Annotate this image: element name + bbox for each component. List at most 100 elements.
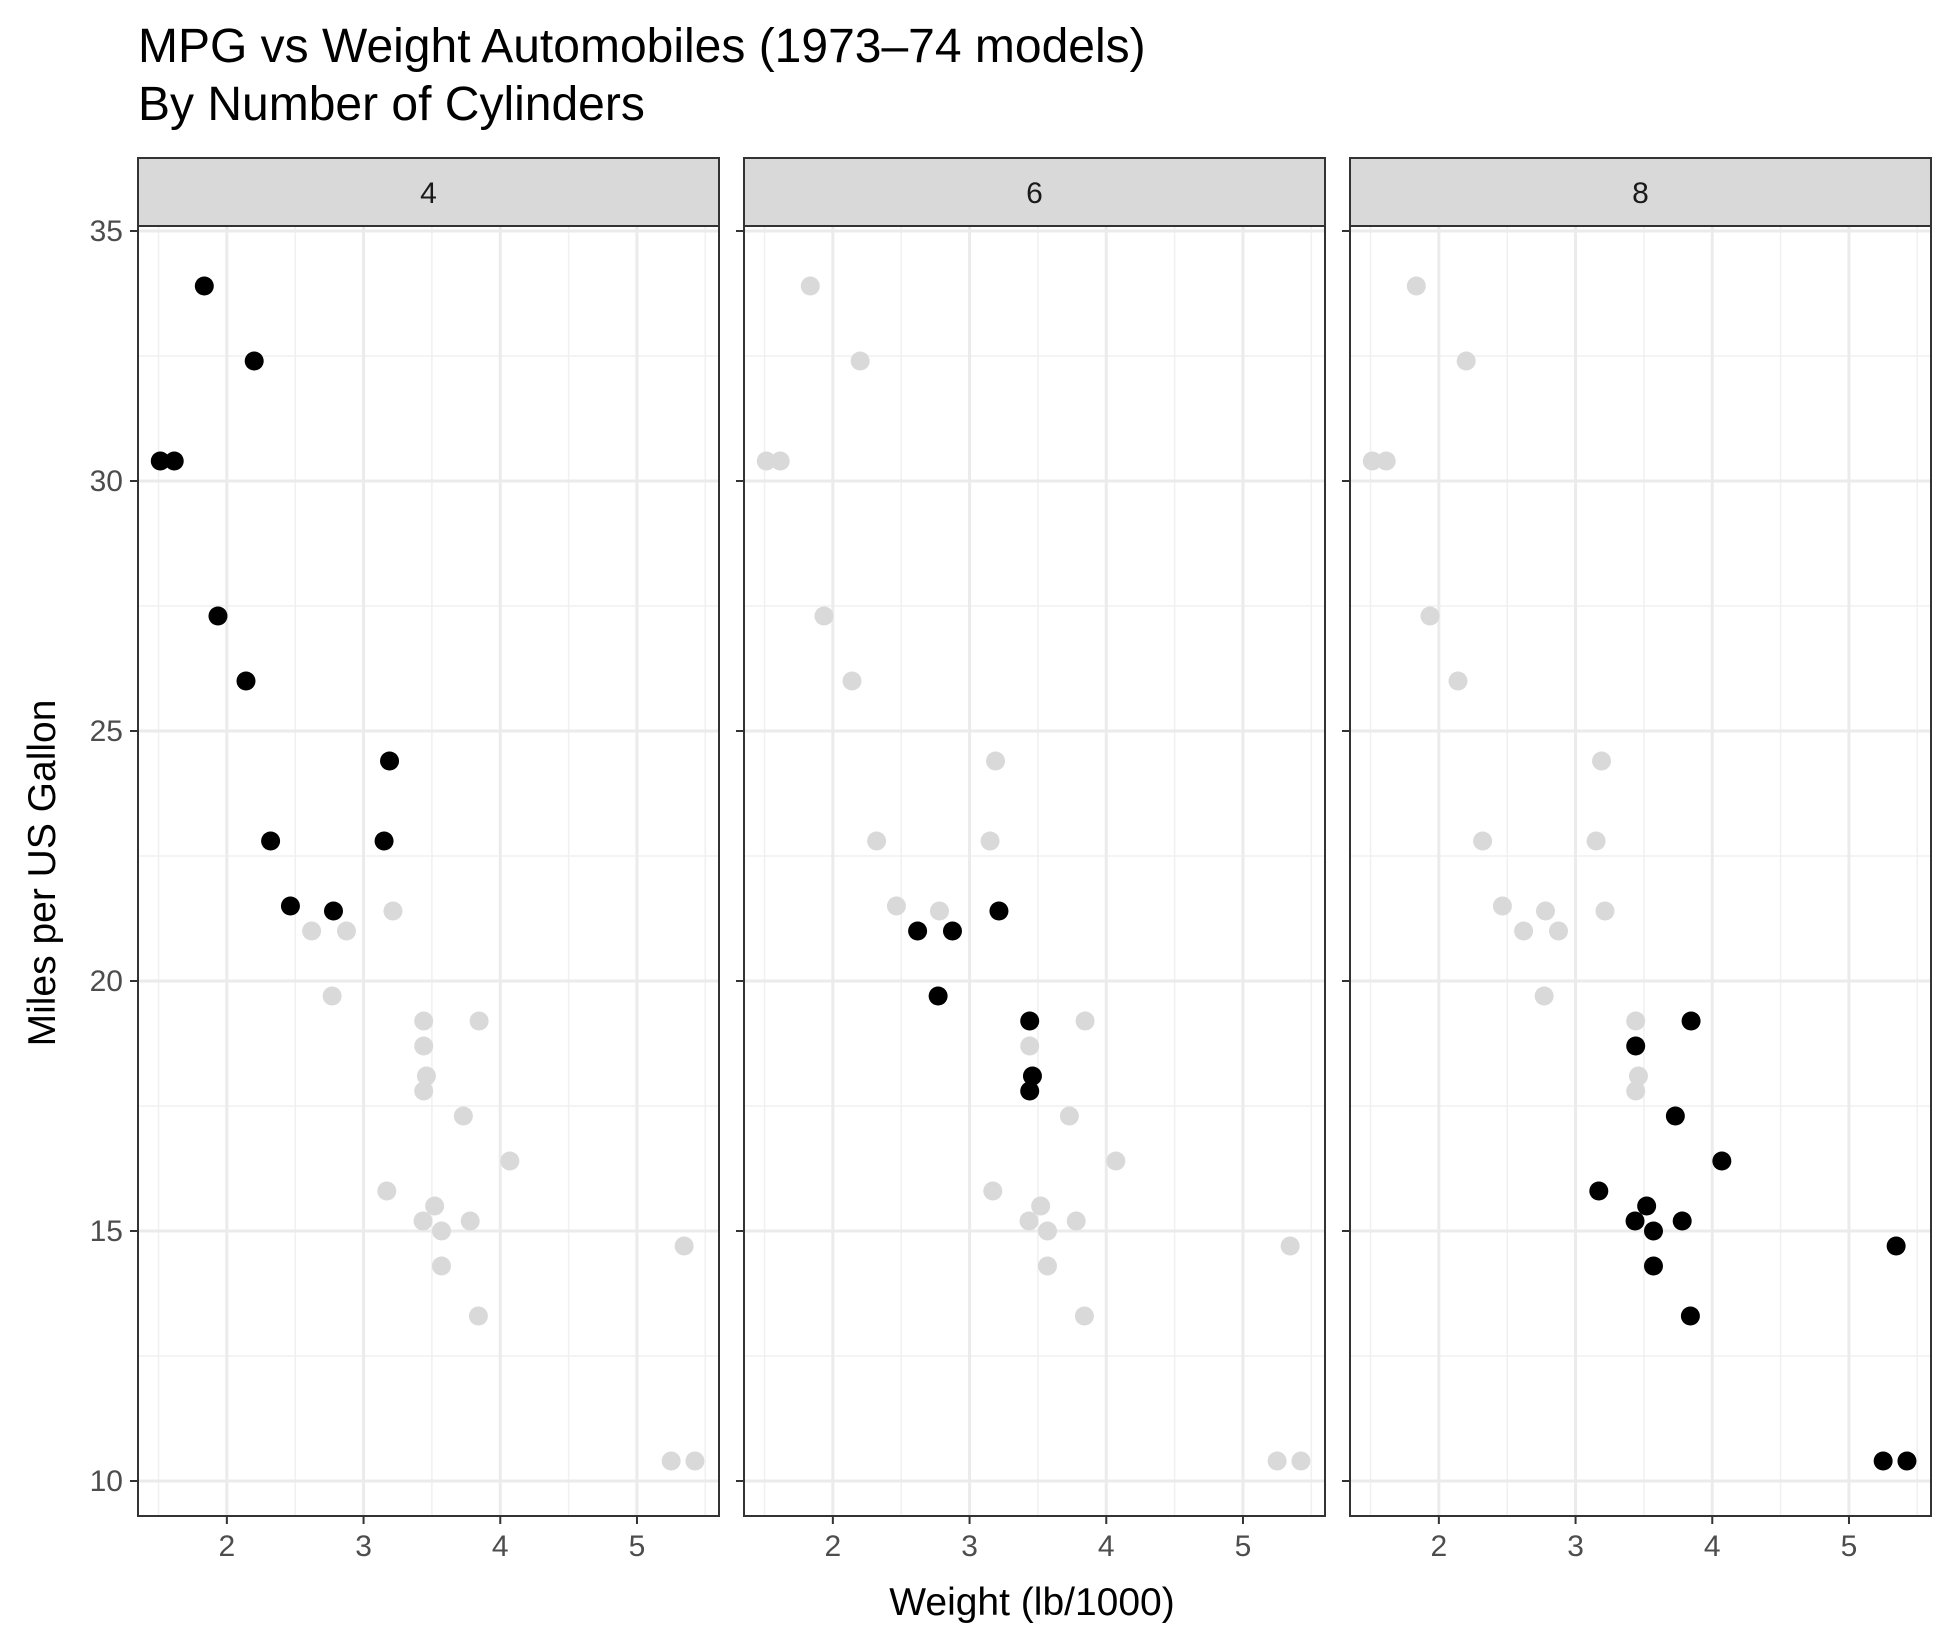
background-point [770, 451, 790, 471]
highlight-point [1680, 1306, 1700, 1326]
highlight-point [1022, 1066, 1042, 1086]
background-point [980, 831, 1000, 851]
highlight-point [380, 751, 400, 771]
background-point [986, 751, 1006, 771]
background-point [453, 1106, 473, 1126]
chart-subtitle: By Number of Cylinders [138, 78, 645, 131]
highlight-point [1643, 1221, 1663, 1241]
background-point [1492, 896, 1512, 916]
background-point [1280, 1236, 1300, 1256]
y-axis-title: Miles per US Gallon [21, 700, 64, 1047]
highlight-point [1672, 1211, 1692, 1231]
x-tick-label: 3 [1567, 1530, 1584, 1563]
highlight-point [164, 451, 184, 471]
background-point [1406, 276, 1426, 296]
background-point [1586, 831, 1606, 851]
highlight-point [1681, 1011, 1701, 1031]
highlight-point [942, 921, 962, 941]
panel-background [1350, 226, 1931, 1516]
background-point [842, 671, 862, 691]
chart-title: MPG vs Weight Automobiles (1973–74 model… [138, 20, 1146, 73]
facet-strip-label: 8 [1632, 177, 1649, 210]
background-point [1362, 451, 1382, 471]
x-tick-label: 5 [1841, 1530, 1858, 1563]
highlight-point [1643, 1256, 1663, 1276]
highlight-point [908, 921, 928, 941]
background-point [425, 1196, 445, 1216]
facet-panel-6: 6 2 3 4 5 [736, 157, 1326, 1563]
highlight-point [194, 276, 214, 296]
background-point [1066, 1211, 1086, 1231]
panel-background [744, 226, 1325, 1516]
x-tick-label: 2 [219, 1530, 236, 1563]
x-tick-label: 2 [1431, 1530, 1448, 1563]
x-tick-label: 2 [825, 1530, 842, 1563]
facet-strip [743, 157, 1326, 227]
background-point [814, 606, 834, 626]
facet-panel-8: 8 2 3 4 5 [1342, 157, 1932, 1563]
x-tick-label: 4 [1704, 1530, 1721, 1563]
background-point [500, 1151, 520, 1171]
background-point [414, 1011, 434, 1031]
highlight-point [1637, 1196, 1657, 1216]
background-point [1037, 1256, 1057, 1276]
y-tick-label: 30 [90, 465, 123, 498]
highlight-point [1712, 1151, 1732, 1171]
highlight-point [323, 901, 343, 921]
background-point [1456, 351, 1476, 371]
highlight-point [280, 896, 300, 916]
y-tick-label: 20 [90, 965, 123, 998]
background-point [674, 1236, 694, 1256]
background-point [460, 1211, 480, 1231]
background-point [1037, 1221, 1057, 1241]
background-point [1059, 1106, 1079, 1126]
background-point [850, 351, 870, 371]
facet-strip-label: 6 [1026, 177, 1043, 210]
y-tick-label: 15 [90, 1215, 123, 1248]
background-point [867, 831, 887, 851]
highlight-point [208, 606, 228, 626]
background-point [1626, 1081, 1646, 1101]
background-point [469, 1011, 489, 1031]
highlight-point [1886, 1236, 1906, 1256]
facet-strip [1349, 157, 1932, 227]
x-tick-label: 5 [1235, 1530, 1252, 1563]
highlight-point [1625, 1211, 1645, 1231]
background-point [1592, 751, 1612, 771]
highlight-point [261, 831, 281, 851]
background-point [414, 1036, 434, 1056]
y-tick-label: 10 [90, 1465, 123, 1498]
background-point [886, 896, 906, 916]
highlight-point [928, 986, 948, 1006]
y-tick-label: 35 [90, 215, 123, 248]
background-point [1106, 1151, 1126, 1171]
y-tick-label: 25 [90, 715, 123, 748]
background-point [1473, 831, 1493, 851]
background-point [1595, 901, 1615, 921]
highlight-point [244, 351, 264, 371]
facet-strip [137, 157, 720, 227]
x-axis-title: Weight (lb/1000) [889, 1581, 1174, 1624]
highlight-point [1020, 1081, 1040, 1101]
background-point [1291, 1451, 1311, 1471]
background-point [661, 1451, 681, 1471]
background-point [800, 276, 820, 296]
facet-panel-4: 4 2 3 4 5 10 15 20 25 30 35 [90, 157, 720, 1563]
x-tick-label: 4 [492, 1530, 509, 1563]
background-point [1075, 1011, 1095, 1031]
facet-strip-label: 4 [420, 177, 437, 210]
background-point [413, 1211, 433, 1231]
background-point [1020, 1036, 1040, 1056]
x-tick-label: 4 [1098, 1530, 1115, 1563]
background-point [929, 901, 949, 921]
highlight-point [989, 901, 1009, 921]
background-point [756, 451, 776, 471]
background-point [431, 1221, 451, 1241]
highlight-point [236, 671, 256, 691]
background-point [431, 1256, 451, 1276]
background-point [1534, 986, 1554, 1006]
highlight-point [1897, 1451, 1917, 1471]
background-point [468, 1306, 488, 1326]
background-point [1420, 606, 1440, 626]
